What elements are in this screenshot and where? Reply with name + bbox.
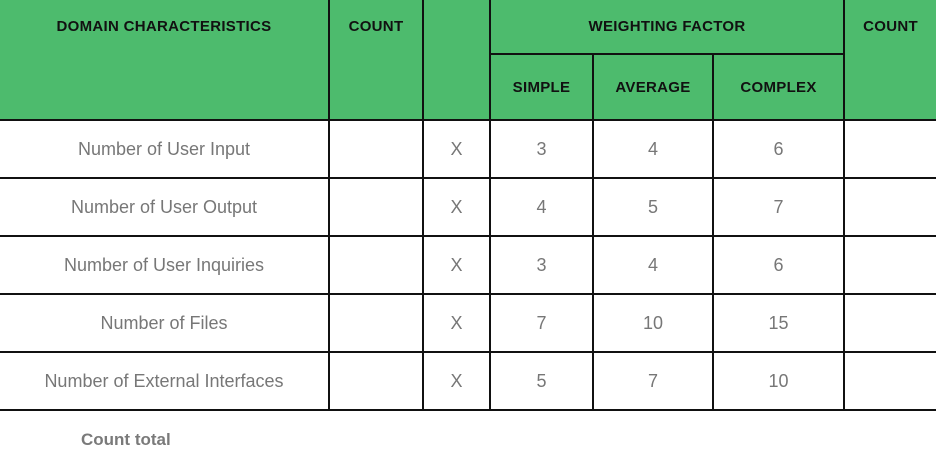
multiply-sign: X: [423, 352, 491, 411]
average-weight: 10: [593, 294, 714, 353]
simple-weight: 4: [490, 178, 594, 237]
weighting-factor-table: DOMAIN CHARACTERISTICS COUNT WEIGHTING F…: [0, 0, 936, 411]
header-weighting-factor: WEIGHTING FACTOR: [490, 0, 846, 55]
count-cell: [329, 120, 424, 179]
table-row: Number of User Input X 3 4 6: [0, 120, 936, 179]
row-label: Number of Files: [0, 294, 330, 353]
header-row-top: DOMAIN CHARACTERISTICS COUNT WEIGHTING F…: [0, 0, 936, 121]
average-weight: 7: [593, 352, 714, 411]
header-average: AVERAGE: [593, 54, 714, 121]
count-right-cell: [844, 120, 936, 179]
table-row: Number of User Output X 4 5 7: [0, 178, 936, 237]
multiply-sign: X: [423, 294, 491, 353]
simple-weight: 3: [490, 236, 594, 295]
complex-weight: 10: [713, 352, 846, 411]
count-total-label: Count total: [81, 430, 171, 449]
count-right-cell: [844, 294, 936, 353]
simple-weight: 3: [490, 120, 594, 179]
count-right-cell: [844, 352, 936, 411]
count-right-cell: [844, 236, 936, 295]
complex-weight: 15: [713, 294, 846, 353]
multiply-sign: X: [423, 178, 491, 237]
row-label: Number of User Output: [0, 178, 330, 237]
header-simple: SIMPLE: [490, 54, 594, 121]
table-row: Number of User Inquiries X 3 4 6: [0, 236, 936, 295]
simple-weight: 5: [490, 352, 594, 411]
header-row-sub: SIMPLE AVERAGE COMPLEX: [0, 54, 936, 121]
header-complex: COMPLEX: [713, 54, 846, 121]
count-cell: [329, 294, 424, 353]
complex-weight: 6: [713, 236, 846, 295]
header-count: COUNT: [329, 0, 424, 121]
average-weight: 5: [593, 178, 714, 237]
table-row: Number of Files X 7 10 15: [0, 294, 936, 353]
count-right-cell: [844, 178, 936, 237]
simple-weight: 7: [490, 294, 594, 353]
multiply-sign: X: [423, 120, 491, 179]
row-label: Number of User Input: [0, 120, 330, 179]
row-label: Number of User Inquiries: [0, 236, 330, 295]
header-domain-characteristics: DOMAIN CHARACTERISTICS: [0, 0, 330, 121]
count-cell: [329, 178, 424, 237]
average-weight: 4: [593, 236, 714, 295]
row-label: Number of External Interfaces: [0, 352, 330, 411]
multiply-sign: X: [423, 236, 491, 295]
count-cell: [329, 236, 424, 295]
table-row: Number of External Interfaces X 5 7 10: [0, 352, 936, 411]
header-count-right: COUNT: [844, 0, 936, 121]
count-cell: [329, 352, 424, 411]
complex-weight: 7: [713, 178, 846, 237]
average-weight: 4: [593, 120, 714, 179]
header-multiplier-blank: [423, 0, 491, 121]
complex-weight: 6: [713, 120, 846, 179]
